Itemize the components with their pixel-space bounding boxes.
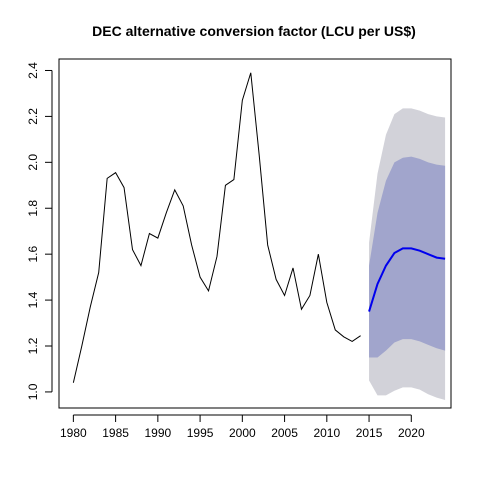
x-tick-label: 2005 xyxy=(271,426,298,440)
y-tick-label: 2.2 xyxy=(26,108,40,125)
band-80 xyxy=(369,156,446,358)
y-tick-label: 2.0 xyxy=(26,154,40,171)
x-tick-label: 1980 xyxy=(60,426,87,440)
x-tick-label: 2010 xyxy=(313,426,340,440)
y-tick-label: 1.4 xyxy=(26,291,40,308)
historical-line xyxy=(72,72,361,383)
x-tick-label: 2020 xyxy=(398,426,425,440)
x-tick-label: 2015 xyxy=(356,426,383,440)
y-tick-label: 1.2 xyxy=(26,337,40,354)
x-tick-label: 1985 xyxy=(102,426,129,440)
y-tick-label: 1.8 xyxy=(26,200,40,217)
plot-frame xyxy=(58,58,452,409)
series-lines xyxy=(72,72,446,383)
chart-title: DEC alternative conversion factor (LCU p… xyxy=(92,23,416,39)
y-tick-label: 1.0 xyxy=(26,383,40,400)
y-axis: 1.0 1.2 1.4 1.6 1.8 2.0 2.2 2.4 xyxy=(26,62,53,400)
y-tick-label: 1.6 xyxy=(26,246,40,263)
x-tick-label: 2000 xyxy=(229,426,256,440)
forecast-mean-line xyxy=(368,247,446,312)
forecast-bands xyxy=(369,108,446,400)
x-tick-label: 1990 xyxy=(144,426,171,440)
y-tick-label: 2.4 xyxy=(26,62,40,79)
x-tick-label: 1995 xyxy=(187,426,214,440)
x-axis: 1980 1985 1990 1995 2000 2005 2010 2015 2020 xyxy=(60,414,425,440)
